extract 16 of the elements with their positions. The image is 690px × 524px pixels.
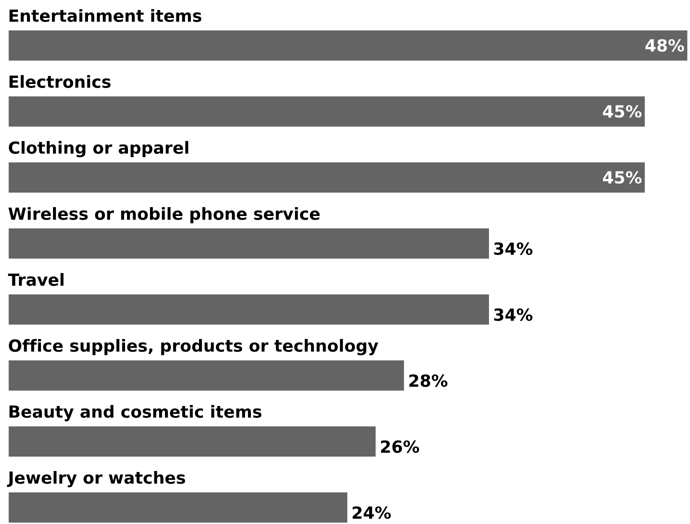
y-tick-label: Entertainment items <box>10 9 202 22</box>
data-label: 34% <box>494 308 532 321</box>
y-tick-label: Travel <box>8 273 64 286</box>
data-label: 28% <box>409 374 448 387</box>
y-tick-label: Beauty and cosmetic items <box>10 405 262 422</box>
y-tick-label: Office supplies, products or technology <box>8 339 378 356</box>
data-label: 45% <box>602 171 642 184</box>
y-tick-label: Jewelry or watches <box>7 470 186 488</box>
data-label: 48% <box>645 39 684 52</box>
data-label: 45% <box>602 105 642 118</box>
y-tick-label: Clothing or apparel <box>8 141 188 158</box>
y-tick-label: Electronics <box>10 75 111 88</box>
data-label: 24% <box>352 506 391 519</box>
data-label: 34% <box>494 242 532 255</box>
y-tick-label: Wireless or mobile phone service <box>8 207 320 224</box>
data-label: 26% <box>381 440 420 453</box>
